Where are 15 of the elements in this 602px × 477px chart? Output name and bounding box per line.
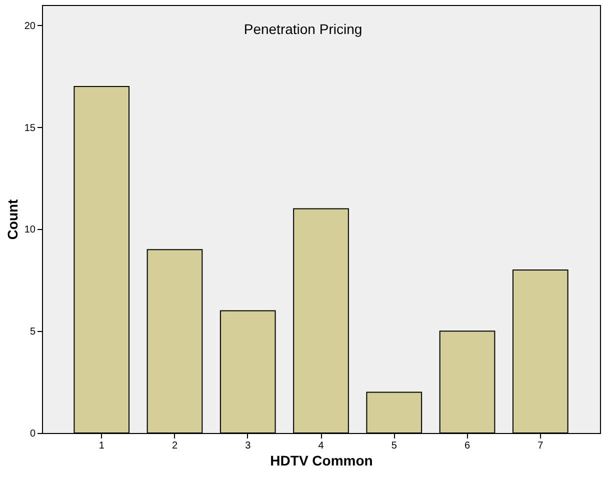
y-tick-label: 20: [24, 20, 36, 32]
text: Penetration Pricing: [244, 21, 362, 37]
y-tick-label: 15: [24, 122, 36, 134]
y-axis-title: Count: [4, 198, 20, 240]
x-tick-label: 6: [464, 440, 470, 452]
y-tick-label: 0: [30, 428, 36, 440]
y-tick-label: 5: [30, 326, 36, 338]
x-tick-label: 2: [172, 440, 178, 452]
x-tick-label: 4: [318, 440, 324, 452]
y-tick-label: 10: [24, 224, 36, 236]
x-tick-label: 1: [98, 440, 105, 452]
x-tick-label: 5: [391, 440, 398, 452]
x-axis-title: HDTV Common: [270, 452, 373, 468]
x-tick-label: 3: [245, 440, 252, 452]
x-tick-label: 7: [538, 440, 544, 452]
